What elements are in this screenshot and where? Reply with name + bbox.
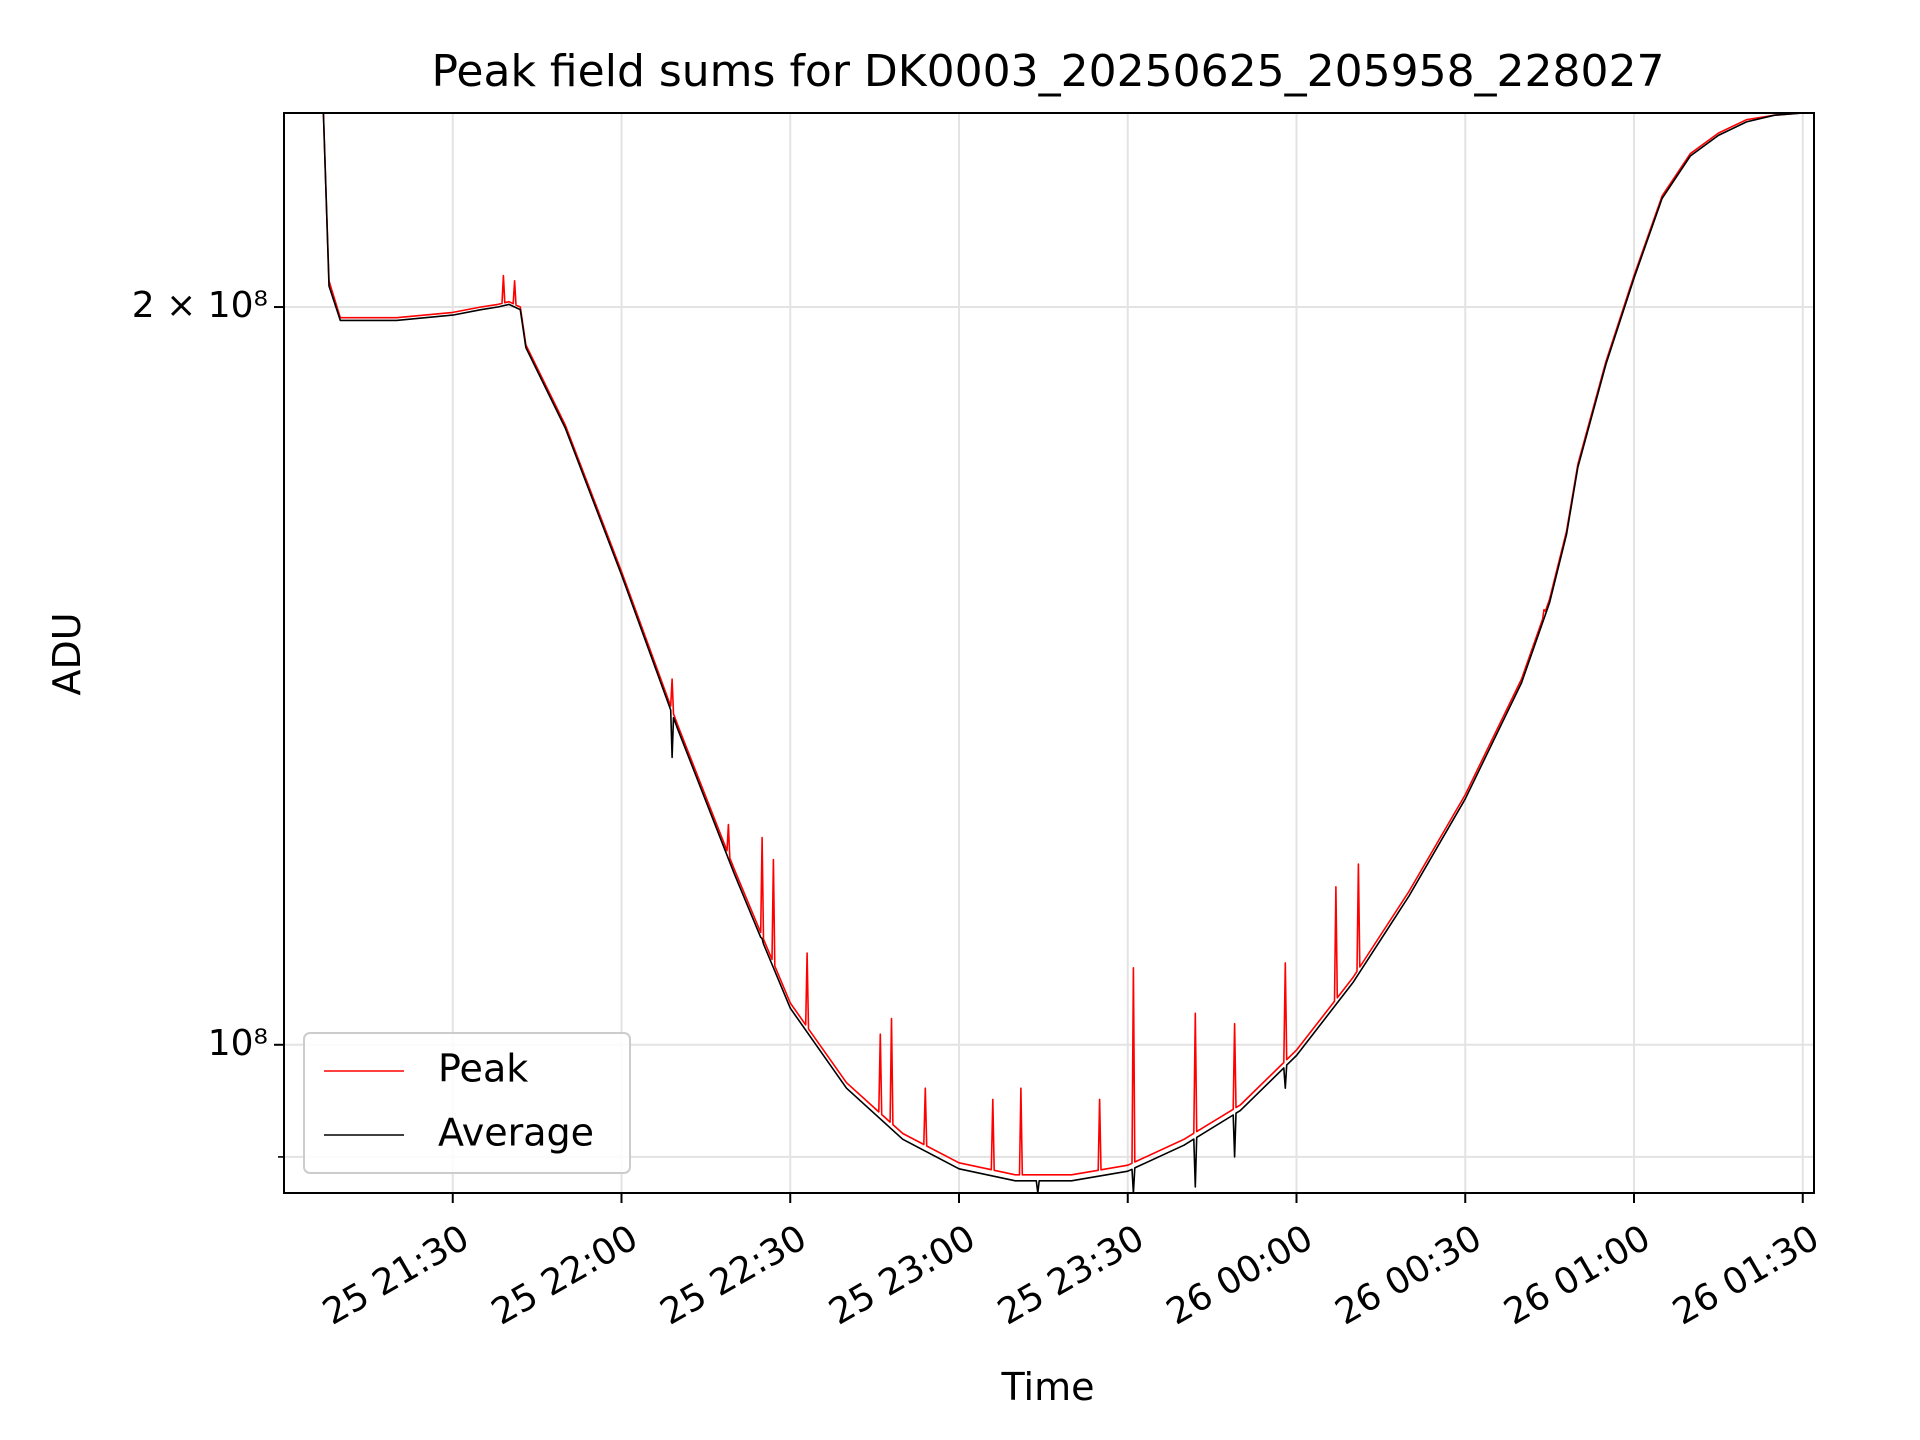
series-peak-line: [322, 113, 1814, 1176]
legend-box: [303, 1032, 631, 1174]
plot-frame: [283, 112, 1815, 1194]
x-axis-label: Time: [1001, 1365, 1095, 1409]
y-axis-label: ADU: [45, 612, 89, 695]
chart-title: Peak field sums for DK0003_20250625_2059…: [431, 46, 1664, 97]
grid-lines: [284, 113, 1814, 1193]
legend-label-average: Average: [438, 1111, 594, 1155]
legend-label-peak: Peak: [438, 1047, 528, 1091]
y-tick-label: 10⁸: [208, 1023, 268, 1064]
series-lines: [322, 113, 1814, 1193]
axes: [283, 112, 1815, 1194]
y-tick-label: 2 × 10⁸: [132, 285, 268, 326]
series-average-line: [322, 113, 1814, 1193]
tick-marks: [274, 306, 1804, 1203]
legend: Peak Average: [303, 1032, 631, 1174]
y-tick-labels: 10⁸ 2 × 10⁸: [132, 285, 268, 1064]
